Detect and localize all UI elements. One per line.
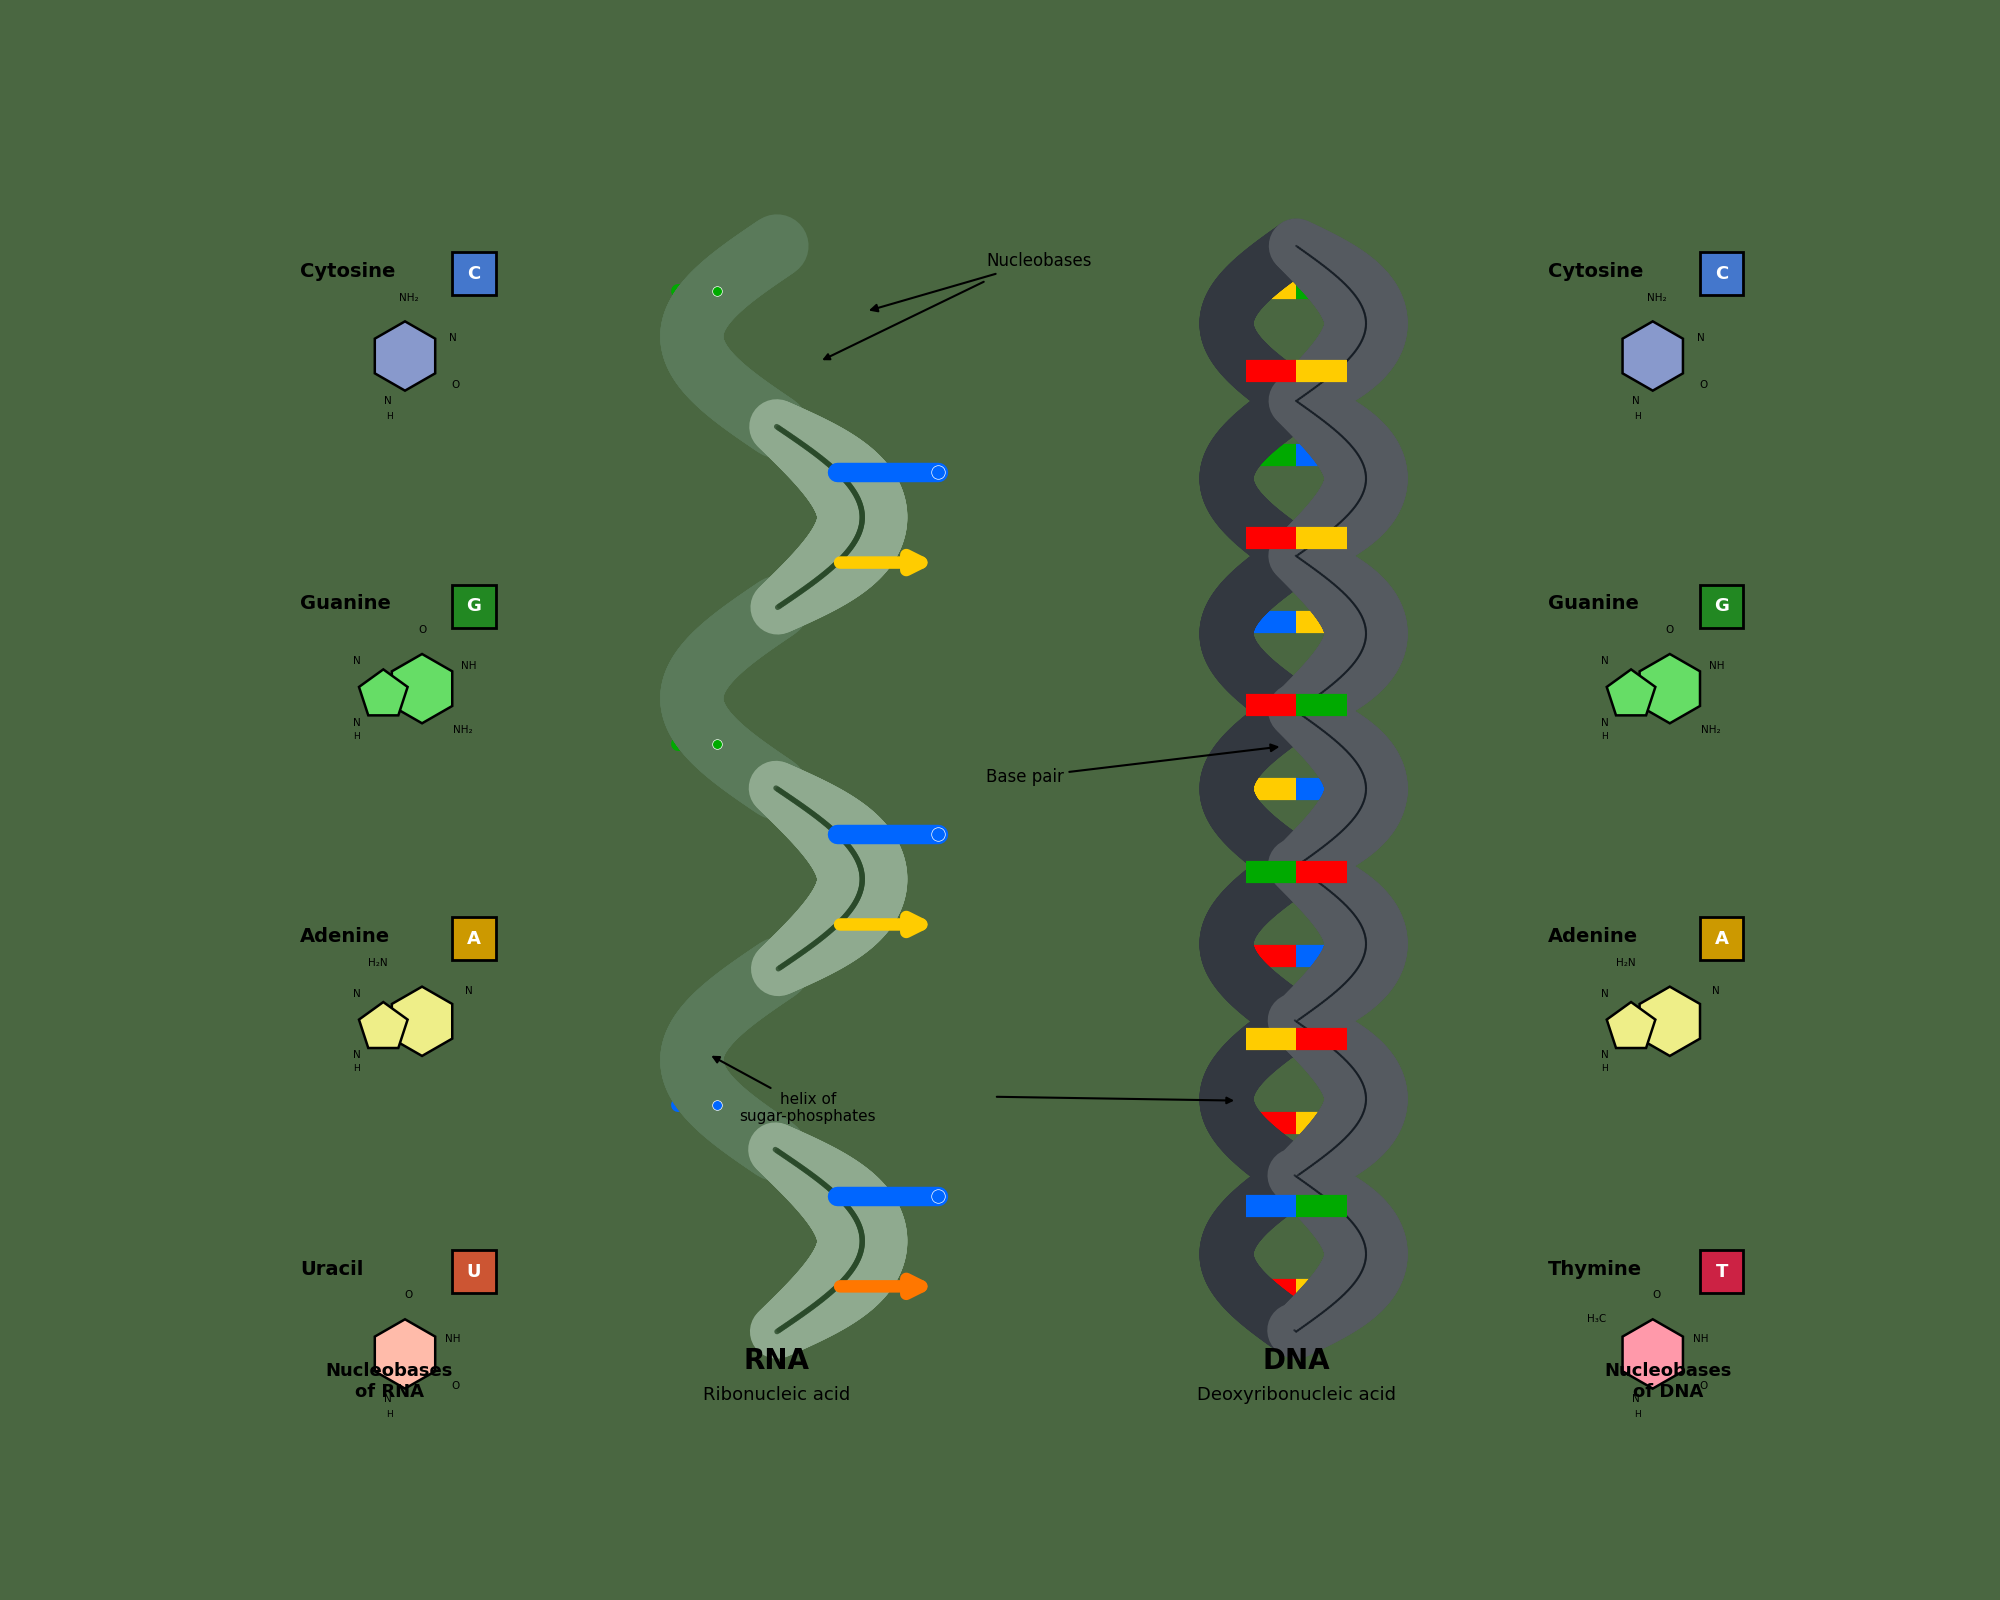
Text: Guanine: Guanine: [1548, 595, 1640, 613]
Text: N: N: [1600, 1050, 1608, 1061]
Text: N: N: [354, 1050, 360, 1061]
Text: NH: NH: [460, 661, 476, 672]
Text: Base pair: Base pair: [986, 744, 1278, 786]
Text: N: N: [1600, 989, 1608, 998]
FancyBboxPatch shape: [1700, 253, 1744, 294]
FancyBboxPatch shape: [1700, 1250, 1744, 1293]
Text: NH: NH: [1694, 1334, 1708, 1344]
Text: H: H: [354, 731, 360, 741]
Text: O: O: [452, 1381, 460, 1390]
FancyBboxPatch shape: [452, 1250, 496, 1293]
FancyBboxPatch shape: [452, 917, 496, 960]
Text: Thymine: Thymine: [1548, 1259, 1642, 1278]
Text: O: O: [1666, 626, 1674, 635]
Text: Cytosine: Cytosine: [1548, 262, 1644, 282]
Text: G: G: [466, 597, 482, 616]
Text: O: O: [452, 381, 460, 390]
Text: Deoxyribonucleic acid: Deoxyribonucleic acid: [1196, 1386, 1396, 1403]
Polygon shape: [1606, 669, 1656, 715]
Text: H: H: [1602, 731, 1608, 741]
Polygon shape: [1606, 1002, 1656, 1048]
Text: NH₂: NH₂: [400, 293, 418, 302]
Text: H: H: [354, 1064, 360, 1074]
Text: H₂N: H₂N: [368, 958, 388, 968]
Text: N: N: [464, 986, 472, 997]
Text: NH₂: NH₂: [1646, 293, 1666, 302]
Text: DNA: DNA: [1262, 1347, 1330, 1374]
Text: N: N: [1632, 395, 1640, 406]
Text: N: N: [384, 1394, 392, 1403]
Text: O: O: [418, 626, 426, 635]
Text: O: O: [1700, 1381, 1708, 1390]
Text: N: N: [1632, 1394, 1640, 1403]
FancyBboxPatch shape: [452, 253, 496, 294]
Text: N: N: [1712, 986, 1720, 997]
Text: H: H: [1602, 1064, 1608, 1074]
Text: A: A: [1714, 930, 1728, 947]
Text: N: N: [354, 989, 360, 998]
Text: U: U: [466, 1262, 482, 1280]
FancyBboxPatch shape: [1700, 584, 1744, 627]
Polygon shape: [392, 654, 452, 723]
Text: Adenine: Adenine: [300, 926, 390, 946]
Text: helix of
sugar-phosphates: helix of sugar-phosphates: [714, 1058, 876, 1125]
Text: Adenine: Adenine: [1548, 926, 1638, 946]
Text: H: H: [1634, 413, 1640, 421]
Text: Nucleobases
of RNA: Nucleobases of RNA: [326, 1362, 454, 1402]
Text: Nucleobases: Nucleobases: [872, 253, 1092, 312]
Text: O: O: [1652, 1291, 1660, 1301]
Text: T: T: [1716, 1262, 1728, 1280]
Text: N: N: [384, 395, 392, 406]
Text: Guanine: Guanine: [300, 595, 392, 613]
FancyBboxPatch shape: [452, 584, 496, 627]
Text: NH₂: NH₂: [454, 725, 472, 736]
Text: N: N: [1696, 333, 1704, 342]
Polygon shape: [374, 1320, 436, 1389]
Text: Cytosine: Cytosine: [300, 262, 396, 282]
Text: N: N: [450, 333, 456, 342]
Text: RNA: RNA: [744, 1347, 810, 1374]
Text: NH: NH: [1708, 661, 1724, 672]
Text: N: N: [354, 656, 360, 666]
Polygon shape: [1640, 987, 1700, 1056]
FancyBboxPatch shape: [1700, 917, 1744, 960]
Polygon shape: [392, 987, 452, 1056]
Polygon shape: [374, 322, 436, 390]
Text: Ribonucleic acid: Ribonucleic acid: [704, 1386, 850, 1403]
Text: NH: NH: [446, 1334, 460, 1344]
Text: G: G: [1714, 597, 1730, 616]
Polygon shape: [358, 669, 408, 715]
Polygon shape: [1622, 322, 1682, 390]
Polygon shape: [358, 1002, 408, 1048]
Text: NH₂: NH₂: [1702, 725, 1720, 736]
Text: A: A: [468, 930, 480, 947]
Text: Nucleobases
of DNA: Nucleobases of DNA: [1604, 1362, 1732, 1402]
Polygon shape: [1622, 1320, 1682, 1389]
Text: Uracil: Uracil: [300, 1259, 364, 1278]
Text: H₂N: H₂N: [1616, 958, 1636, 968]
Text: C: C: [468, 264, 480, 283]
Text: H₃C: H₃C: [1588, 1314, 1606, 1323]
Text: N: N: [1600, 656, 1608, 666]
Text: O: O: [1700, 381, 1708, 390]
Text: N: N: [1600, 718, 1608, 728]
Text: H: H: [1634, 1410, 1640, 1419]
Text: O: O: [404, 1291, 414, 1301]
Text: H: H: [386, 1410, 392, 1419]
Polygon shape: [1640, 654, 1700, 723]
Text: H: H: [386, 413, 392, 421]
Text: N: N: [354, 718, 360, 728]
Text: C: C: [1716, 264, 1728, 283]
